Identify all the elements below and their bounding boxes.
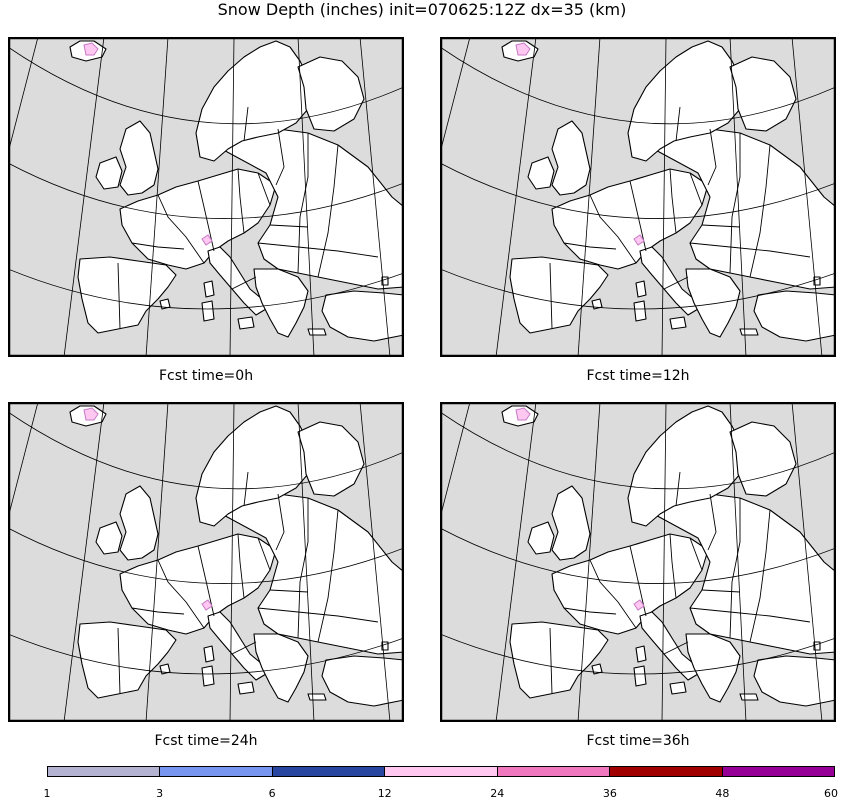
colorbar-label-24: 24 — [490, 787, 505, 800]
panel-caption-0h: Fcst time=0h — [158, 368, 254, 384]
colorbar — [47, 766, 835, 777]
colorbar-label-3: 3 — [156, 787, 164, 800]
panel-caption-24h: Fcst time=24h — [154, 733, 258, 749]
map-panel-12h — [440, 37, 836, 357]
colorbar-segment-7 — [722, 767, 834, 776]
map-panel-0h — [8, 37, 404, 357]
panel-caption-36h: Fcst time=36h — [586, 733, 690, 749]
colorbar-label-6: 6 — [268, 787, 276, 800]
colorbar-label-36: 36 — [602, 787, 617, 800]
chart-title: Snow Depth (inches) init=070625:12Z dx=3… — [217, 0, 627, 19]
colorbar-segment-6 — [610, 767, 723, 776]
colorbar-segment-2 — [160, 767, 273, 776]
colorbar-segment-3 — [272, 767, 386, 776]
colorbar-label-12: 12 — [377, 787, 392, 800]
map-panel-36h — [440, 402, 836, 722]
colorbar-segment-4 — [385, 767, 498, 776]
colorbar-label-60: 60 — [824, 787, 838, 800]
colorbar-label-1: 1 — [43, 787, 51, 800]
panel-caption-12h: Fcst time=12h — [586, 368, 690, 384]
colorbar-label-48: 48 — [715, 787, 730, 800]
map-panel-24h — [8, 402, 404, 722]
colorbar-segment-5 — [497, 767, 611, 776]
colorbar-segment-1 — [48, 767, 161, 776]
